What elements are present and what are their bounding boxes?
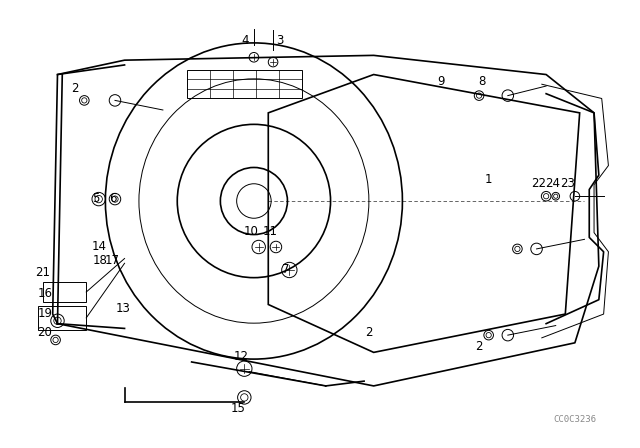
Text: 17: 17 xyxy=(104,254,120,267)
Text: 23: 23 xyxy=(560,177,575,190)
Text: 13: 13 xyxy=(115,302,130,315)
Text: 19: 19 xyxy=(38,306,52,319)
Text: 15: 15 xyxy=(230,402,245,415)
Text: 4: 4 xyxy=(241,34,249,47)
Text: 8: 8 xyxy=(478,75,486,88)
Text: 11: 11 xyxy=(262,225,278,238)
Text: 10: 10 xyxy=(244,225,259,238)
Text: CC0C3236: CC0C3236 xyxy=(554,415,596,424)
Text: 20: 20 xyxy=(38,326,52,339)
Text: 7: 7 xyxy=(282,263,289,276)
Text: 18: 18 xyxy=(92,254,107,267)
Text: 2: 2 xyxy=(365,326,372,339)
Text: 12: 12 xyxy=(234,350,249,363)
Text: 2: 2 xyxy=(71,82,79,95)
Text: 6: 6 xyxy=(109,192,117,205)
Text: 2: 2 xyxy=(476,340,483,353)
Text: 3: 3 xyxy=(276,34,284,47)
Text: 22: 22 xyxy=(531,177,546,190)
Text: 5: 5 xyxy=(92,192,99,205)
Text: 14: 14 xyxy=(92,240,107,253)
Text: 1: 1 xyxy=(485,173,492,186)
Text: 16: 16 xyxy=(38,288,52,301)
Text: 21: 21 xyxy=(36,267,51,280)
Text: 24: 24 xyxy=(545,177,561,190)
Text: 9: 9 xyxy=(437,75,445,88)
